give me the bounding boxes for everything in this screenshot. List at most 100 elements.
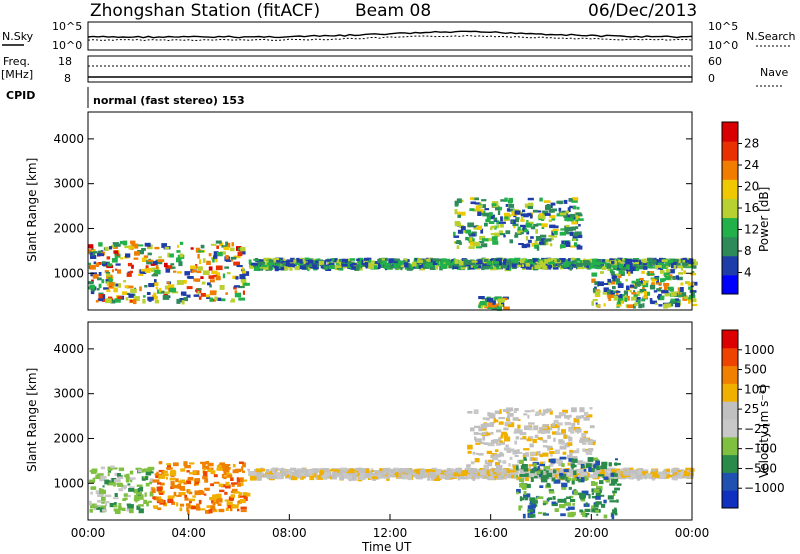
range-gate-cell <box>481 474 488 477</box>
range-gate-cell <box>592 287 596 293</box>
range-gate-cell <box>453 235 460 238</box>
range-gate-cell <box>677 265 682 269</box>
range-gate-cell <box>95 300 99 303</box>
range-gate-cell <box>575 476 580 480</box>
range-gate-cell <box>477 209 484 213</box>
range-gate-cell <box>611 261 615 264</box>
range-gate-cell <box>147 259 154 262</box>
range-gate-cell <box>233 255 241 259</box>
range-gate-cell <box>493 454 500 457</box>
range-gate-cell <box>516 476 522 480</box>
range-gate-cell <box>490 431 494 435</box>
range-gate-cell <box>276 475 282 480</box>
range-gate-cell <box>98 294 106 299</box>
range-gate-cell <box>424 469 432 473</box>
range-gate-cell <box>170 469 176 475</box>
range-gate-cell <box>677 276 683 281</box>
range-gate-cell <box>206 505 211 508</box>
range-gate-cell <box>431 467 437 471</box>
range-gate-cell <box>113 482 116 487</box>
range-gate-cell <box>221 245 228 248</box>
range-gate-cell <box>330 468 334 472</box>
range-gate-cell <box>217 503 222 506</box>
nave-label: Nave <box>760 66 788 79</box>
range-gate-cell <box>456 245 460 249</box>
range-gate-cell <box>504 197 508 202</box>
range-gate-cell <box>575 226 579 230</box>
range-gate-cell <box>483 417 486 421</box>
range-gate-cell <box>499 474 504 480</box>
range-gate-cell <box>126 508 130 512</box>
range-gate-cell <box>308 469 314 474</box>
range-gate-cell <box>584 513 588 518</box>
range-gate-cell <box>211 243 217 246</box>
range-gate-cell <box>611 514 615 520</box>
range-gate-cell <box>106 281 111 287</box>
range-gate-cell <box>300 470 304 474</box>
power-colorbar-label: Power [dB] <box>757 187 771 252</box>
range-gate-cell <box>126 473 130 477</box>
range-gate-cell <box>556 468 562 471</box>
range-gate-cell <box>516 449 520 454</box>
range-gate-cell <box>595 291 601 296</box>
range-gate-cell <box>579 509 583 513</box>
range-gate-cell <box>139 486 144 492</box>
range-gate-cell <box>596 264 603 268</box>
range-gate-cell <box>381 474 384 477</box>
range-gate-cell <box>463 476 468 480</box>
range-gate-cell <box>548 464 554 467</box>
freq-unit-label: [MHz] <box>1 68 33 81</box>
range-gate-cell <box>116 252 119 256</box>
range-gate-cell <box>309 262 312 267</box>
range-gate-cell <box>474 458 480 463</box>
range-gate-cell <box>517 228 524 234</box>
range-gate-cell <box>220 298 226 302</box>
range-gate-cell <box>478 264 484 269</box>
range-gate-cell <box>152 505 159 508</box>
range-gate-cell <box>277 264 281 269</box>
range-gate-cell <box>553 469 557 474</box>
range-gate-cell <box>570 257 575 261</box>
range-gate-cell <box>617 283 624 288</box>
range-gate-cell <box>430 474 437 478</box>
range-gate-cell <box>133 489 137 494</box>
range-gate-cell <box>212 494 214 499</box>
range-gate-cell <box>612 509 618 515</box>
range-gate-cell <box>591 441 596 446</box>
range-gate-cell <box>450 475 456 478</box>
range-gate-cell <box>552 225 559 229</box>
range-gate-cell <box>160 482 165 486</box>
range-gate-cell <box>440 262 446 267</box>
range-gate-cell <box>289 266 293 271</box>
nave-tick-top: 60 <box>708 55 722 68</box>
range-gate-cell <box>466 464 470 470</box>
range-gate-cell <box>478 453 484 456</box>
range-gate-cell <box>506 475 512 479</box>
range-gate-cell <box>515 436 520 440</box>
range-gate-cell <box>255 258 259 260</box>
range-gate-cell <box>143 499 148 504</box>
range-gate-cell <box>581 461 586 466</box>
range-gate-cell <box>270 475 277 480</box>
range-gate-cell <box>449 473 453 478</box>
range-gate-cell <box>234 285 240 288</box>
range-gate-cell <box>564 498 567 503</box>
range-gate-cell <box>435 265 439 270</box>
range-gate-cell <box>486 297 494 302</box>
range-gate-cell <box>237 508 240 512</box>
range-gate-cell <box>257 261 265 265</box>
range-gate-cell <box>474 202 480 205</box>
range-gate-cell <box>530 477 534 482</box>
range-gate-cell <box>150 263 155 266</box>
range-gate-cell <box>370 468 374 471</box>
range-gate-cell <box>485 218 491 223</box>
range-gate-cell <box>627 304 634 309</box>
range-gate-cell <box>498 304 504 307</box>
range-gate-cell <box>616 472 621 475</box>
range-gate-cell <box>202 463 206 466</box>
range-gate-cell <box>490 454 493 459</box>
range-gate-cell <box>516 217 520 220</box>
range-gate-cell <box>567 480 570 483</box>
range-gate-cell <box>571 260 576 263</box>
